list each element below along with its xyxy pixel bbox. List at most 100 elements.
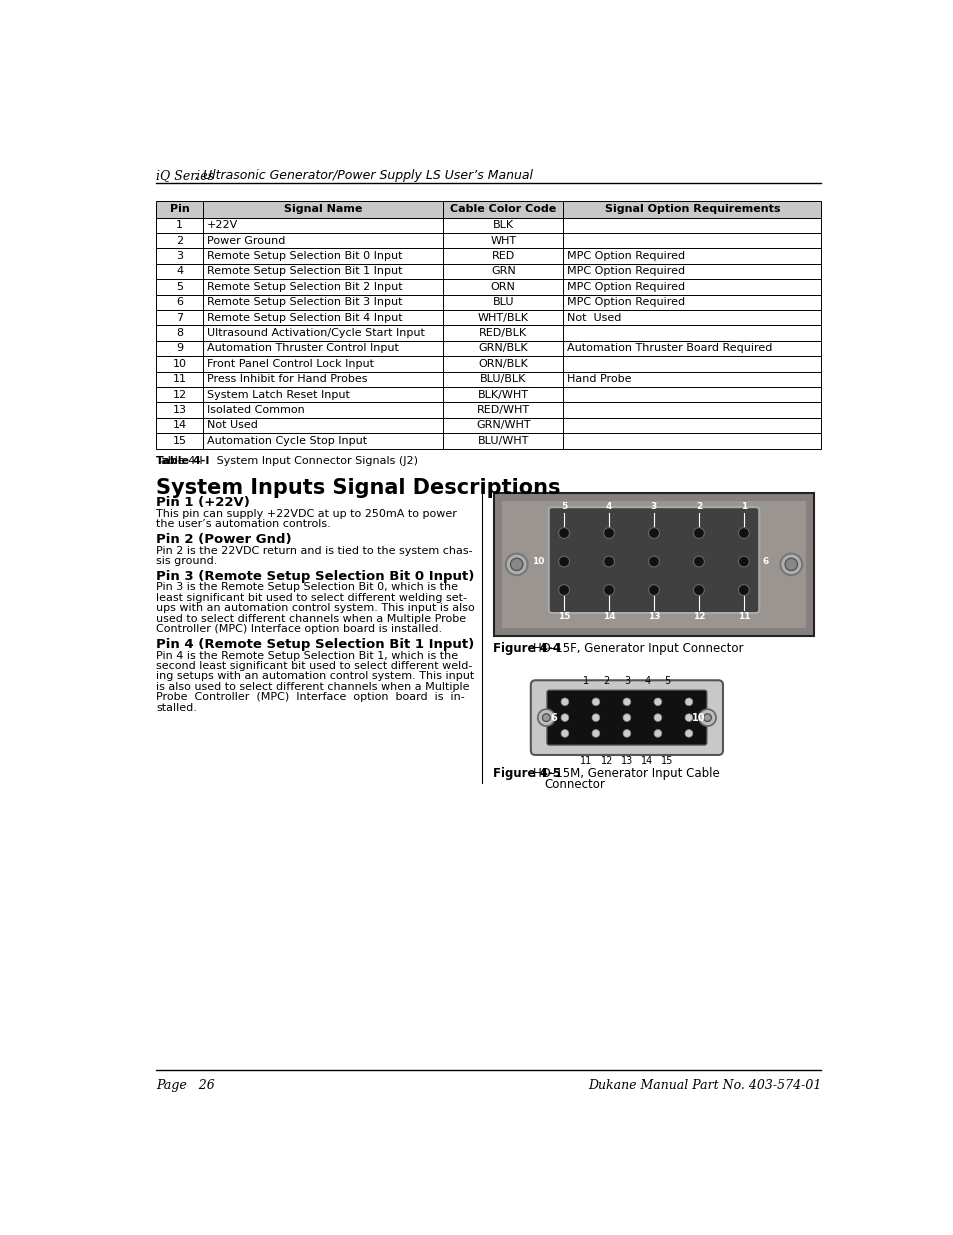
Text: BLK: BLK [492, 220, 514, 230]
Text: 4: 4 [176, 267, 183, 277]
Text: 3: 3 [650, 503, 657, 511]
Circle shape [622, 730, 630, 737]
Text: 7: 7 [176, 312, 183, 322]
Text: 2: 2 [695, 503, 701, 511]
Text: System Inputs Signal Descriptions: System Inputs Signal Descriptions [156, 478, 560, 498]
Bar [562, 372, 821, 387]
Text: Pin 4 (Remote Setup Selection Bit 1 Input): Pin 4 (Remote Setup Selection Bit 1 Inpu… [156, 638, 475, 651]
Circle shape [648, 527, 659, 538]
Bar [562, 417, 821, 433]
Circle shape [537, 709, 555, 726]
Bar [443, 356, 562, 372]
Text: 14: 14 [602, 611, 615, 620]
Bar [156, 341, 203, 356]
Text: Figure 4-4: Figure 4-4 [493, 642, 560, 655]
Bar [156, 372, 203, 387]
Text: second least significant bit used to select different weld-: second least significant bit used to sel… [156, 661, 473, 671]
Bar [494, 493, 813, 636]
Text: RED/WHT: RED/WHT [476, 405, 529, 415]
Bar [443, 372, 562, 387]
Bar [443, 217, 562, 233]
Text: Table 4-I: Table 4-I [156, 456, 210, 466]
Text: 15: 15 [172, 436, 187, 446]
Text: Cable Color Code: Cable Color Code [450, 204, 556, 214]
Text: sis ground.: sis ground. [156, 556, 217, 566]
Bar [203, 387, 443, 403]
Circle shape [560, 698, 568, 705]
Bar [156, 325, 203, 341]
Text: ups with an automation control system. This input is also: ups with an automation control system. T… [156, 603, 475, 614]
Bar [203, 372, 443, 387]
Text: the user’s automation controls.: the user’s automation controls. [156, 519, 331, 529]
Text: 5: 5 [560, 503, 567, 511]
Bar [562, 356, 821, 372]
Circle shape [693, 584, 703, 595]
Circle shape [654, 730, 661, 737]
Circle shape [592, 698, 599, 705]
Circle shape [558, 527, 569, 538]
Text: 3: 3 [176, 251, 183, 261]
Bar [443, 279, 562, 294]
Circle shape [603, 584, 614, 595]
Circle shape [510, 558, 522, 571]
Text: 15: 15 [558, 611, 570, 620]
Bar [443, 310, 562, 325]
Circle shape [560, 714, 568, 721]
Circle shape [603, 527, 614, 538]
Text: stalled.: stalled. [156, 703, 197, 713]
Bar [156, 217, 203, 233]
Text: 6: 6 [176, 298, 183, 308]
Text: Figure 4-5: Figure 4-5 [493, 767, 560, 781]
Text: Pin 2 (Power Gnd): Pin 2 (Power Gnd) [156, 534, 292, 546]
Text: Pin: Pin [170, 204, 190, 214]
Text: 11: 11 [737, 611, 749, 620]
Bar [156, 248, 203, 264]
Circle shape [654, 714, 661, 721]
Text: WHT: WHT [490, 236, 516, 246]
Text: Pin 4 is the Remote Setup Selection Bit 1, which is the: Pin 4 is the Remote Setup Selection Bit … [156, 651, 458, 661]
Text: Controller (MPC) Interface option board is installed.: Controller (MPC) Interface option board … [156, 624, 442, 634]
Text: 1: 1 [176, 220, 183, 230]
Text: 13: 13 [647, 611, 659, 620]
Text: HD-15M, Generator Input Cable: HD-15M, Generator Input Cable [533, 767, 720, 781]
Circle shape [505, 553, 527, 576]
Text: 2: 2 [603, 676, 609, 685]
Bar [156, 387, 203, 403]
Bar [203, 248, 443, 264]
Text: Remote Setup Selection Bit 2 Input: Remote Setup Selection Bit 2 Input [207, 282, 402, 291]
Bar [203, 341, 443, 356]
Circle shape [648, 584, 659, 595]
FancyBboxPatch shape [530, 680, 722, 755]
Text: Pin 1 (+22V): Pin 1 (+22V) [156, 496, 250, 509]
Text: ing setups with an automation control system. This input: ing setups with an automation control sy… [156, 672, 475, 682]
Text: MPC Option Required: MPC Option Required [567, 251, 684, 261]
Bar [562, 217, 821, 233]
Bar [443, 403, 562, 417]
Text: is also used to select different channels when a Multiple: is also used to select different channel… [156, 682, 470, 692]
Bar [443, 264, 562, 279]
Circle shape [699, 709, 716, 726]
Circle shape [622, 698, 630, 705]
Bar [443, 341, 562, 356]
Text: 13: 13 [172, 405, 187, 415]
Bar [443, 248, 562, 264]
Bar [203, 200, 443, 217]
Text: Automation Thruster Board Required: Automation Thruster Board Required [567, 343, 772, 353]
Text: 3: 3 [623, 676, 629, 685]
Circle shape [684, 714, 692, 721]
Text: RED/BLK: RED/BLK [478, 329, 527, 338]
Text: Remote Setup Selection Bit 1 Input: Remote Setup Selection Bit 1 Input [207, 267, 402, 277]
Circle shape [693, 556, 703, 567]
Bar [203, 264, 443, 279]
Text: Hand Probe: Hand Probe [567, 374, 631, 384]
Text: Press Inhibit for Hand Probes: Press Inhibit for Hand Probes [207, 374, 367, 384]
Text: RED: RED [491, 251, 515, 261]
Text: GRN/BLK: GRN/BLK [478, 343, 528, 353]
Circle shape [558, 584, 569, 595]
Text: Connector: Connector [543, 778, 604, 792]
Text: Front Panel Control Lock Input: Front Panel Control Lock Input [207, 359, 374, 369]
Circle shape [784, 558, 797, 571]
Text: Isolated Common: Isolated Common [207, 405, 304, 415]
Text: 8: 8 [176, 329, 183, 338]
Text: 6: 6 [550, 713, 557, 722]
